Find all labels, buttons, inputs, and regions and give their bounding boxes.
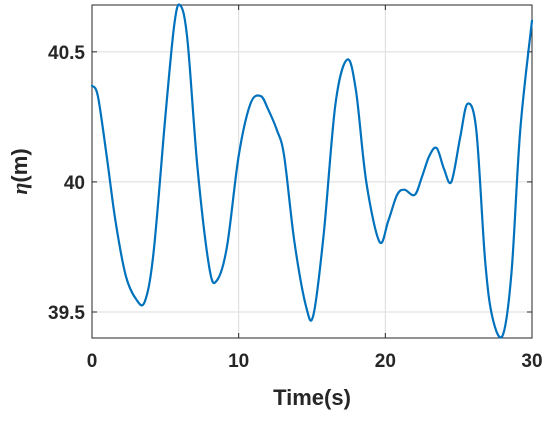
y-tick-label: 40 [64, 173, 85, 194]
y-axis-label-symbol: η [7, 183, 32, 195]
x-tick-label: 20 [375, 351, 396, 372]
y-axis-label-unit: (m) [7, 148, 32, 182]
x-tick-label: 10 [228, 351, 249, 372]
y-axis-label: η(m) [7, 148, 32, 194]
plot-area-frame [91, 4, 533, 339]
y-tick-label: 39.5 [48, 303, 85, 324]
y-tick-label: 40.5 [48, 43, 85, 64]
x-axis-label: Time(s) [273, 385, 351, 410]
tick-marks [91, 5, 533, 338]
series-line [90, 3, 534, 339]
tick-labels: 0 10 20 30 39.5 40 40.5 [48, 43, 543, 372]
grid-lines [91, 5, 533, 338]
x-tick-label: 30 [521, 351, 542, 372]
x-tick-label: 0 [87, 351, 98, 372]
